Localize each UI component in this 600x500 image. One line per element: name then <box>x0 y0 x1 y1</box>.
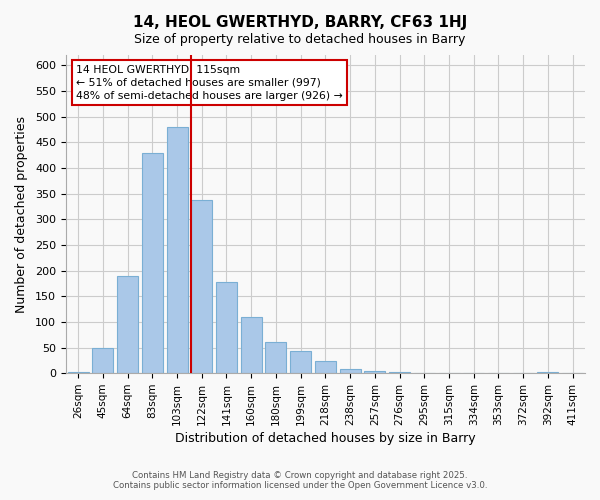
Bar <box>389 372 410 373</box>
Bar <box>92 348 113 373</box>
Bar <box>439 372 460 373</box>
Bar <box>167 127 188 373</box>
Bar <box>315 361 336 373</box>
Bar <box>216 282 237 373</box>
Text: Contains HM Land Registry data © Crown copyright and database right 2025.
Contai: Contains HM Land Registry data © Crown c… <box>113 470 487 490</box>
Bar <box>142 152 163 373</box>
X-axis label: Distribution of detached houses by size in Barry: Distribution of detached houses by size … <box>175 432 476 445</box>
Bar <box>414 372 435 373</box>
Bar <box>265 342 286 373</box>
Bar <box>191 200 212 373</box>
Y-axis label: Number of detached properties: Number of detached properties <box>15 116 28 312</box>
Bar <box>538 372 559 373</box>
Bar <box>340 369 361 373</box>
Text: Size of property relative to detached houses in Barry: Size of property relative to detached ho… <box>134 32 466 46</box>
Text: 14, HEOL GWERTHYD, BARRY, CF63 1HJ: 14, HEOL GWERTHYD, BARRY, CF63 1HJ <box>133 15 467 30</box>
Bar <box>68 372 89 373</box>
Bar <box>364 370 385 373</box>
Bar <box>290 351 311 373</box>
Text: 14 HEOL GWERTHYD: 115sqm
← 51% of detached houses are smaller (997)
48% of semi-: 14 HEOL GWERTHYD: 115sqm ← 51% of detach… <box>76 64 343 101</box>
Bar <box>241 317 262 373</box>
Bar <box>117 276 138 373</box>
